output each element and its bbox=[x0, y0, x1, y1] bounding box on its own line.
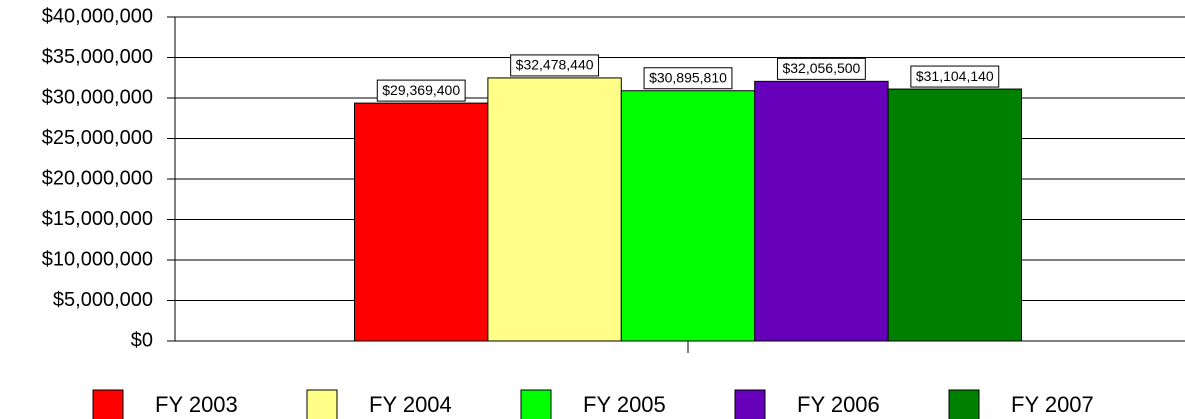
value-label: $32,056,500 bbox=[782, 60, 860, 76]
y-tick-label: $30,000,000 bbox=[42, 86, 153, 108]
value-label-box bbox=[643, 67, 733, 90]
value-label-box bbox=[376, 79, 466, 102]
legend-swatch bbox=[306, 389, 338, 419]
value-label: $32,478,440 bbox=[516, 57, 594, 73]
value-label-box bbox=[776, 57, 866, 80]
bar bbox=[620, 90, 756, 342]
legend-label: FY 2005 bbox=[583, 392, 666, 417]
legend-label: FY 2003 bbox=[155, 392, 238, 417]
bar bbox=[887, 88, 1022, 342]
value-label: $31,104,140 bbox=[916, 68, 994, 84]
y-tick-label: $40,000,000 bbox=[42, 5, 153, 27]
legend-label: FY 2006 bbox=[797, 392, 880, 417]
y-tick-label: $20,000,000 bbox=[42, 167, 153, 189]
value-label-box bbox=[910, 65, 1000, 88]
y-tick-label: $15,000,000 bbox=[42, 208, 153, 230]
y-tick-label: $35,000,000 bbox=[42, 46, 153, 68]
value-label: $29,369,400 bbox=[382, 82, 460, 98]
y-tick-label: $5,000,000 bbox=[53, 289, 153, 311]
y-tick-label: $10,000,000 bbox=[42, 248, 153, 270]
bar bbox=[487, 77, 622, 342]
bar bbox=[754, 80, 889, 342]
y-tick-label: $25,000,000 bbox=[42, 127, 153, 149]
legend-label: FY 2007 bbox=[1011, 392, 1094, 417]
legend-swatch bbox=[948, 389, 980, 419]
legend-swatch bbox=[92, 389, 124, 419]
value-label: $30,895,810 bbox=[649, 69, 727, 85]
legend-swatch bbox=[520, 389, 552, 419]
y-tick-label: $0 bbox=[131, 329, 153, 351]
legend-label: FY 2004 bbox=[369, 392, 452, 417]
value-label-box bbox=[510, 54, 600, 77]
legend-swatch bbox=[734, 389, 766, 419]
bar bbox=[354, 102, 489, 342]
